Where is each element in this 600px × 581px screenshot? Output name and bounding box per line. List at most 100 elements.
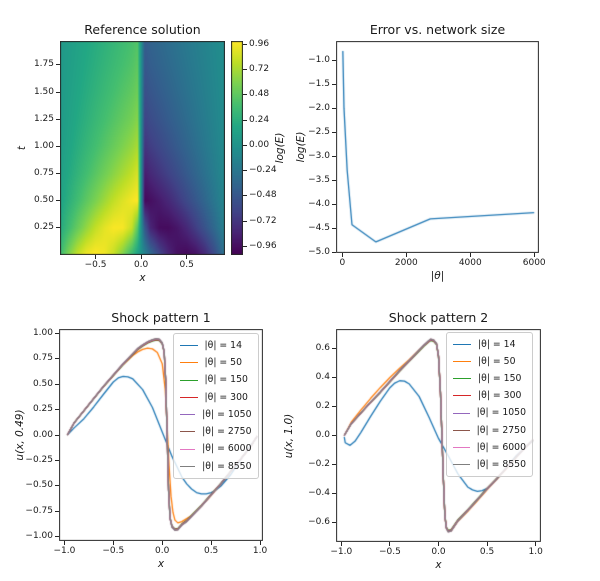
legend-label: |θ| = 14 — [478, 338, 516, 350]
x-tick-label: −1.0 — [53, 546, 76, 556]
x-tick-label: 0.0 — [155, 546, 170, 556]
x-tick-label: 0.5 — [203, 546, 219, 556]
legend-line-swatch — [179, 362, 198, 364]
y-tick-label: −3.5 — [308, 174, 330, 185]
y-tick-mark — [55, 409, 59, 411]
y-tick-mark — [332, 492, 336, 494]
colorbar-tick-mark — [243, 246, 247, 248]
y-tick-label: −0.6 — [308, 516, 330, 527]
x-tick-mark — [341, 253, 343, 257]
legend-label: |θ| = 6000 — [476, 441, 526, 453]
y-tick-mark — [55, 485, 59, 487]
legend-item: |θ| = 6000 — [179, 443, 252, 455]
reference-heatmap — [60, 41, 225, 255]
y-tick-mark — [55, 536, 59, 538]
colorbar-tick-mark — [243, 119, 247, 121]
legend-label: |θ| = 300 — [478, 390, 522, 402]
y-tick-mark — [56, 145, 60, 147]
colorbar-tick-mark — [243, 68, 247, 70]
colorbar-tick-mark — [243, 94, 247, 96]
y-tick-mark — [332, 377, 336, 379]
y-tick-label: 0.75 — [32, 353, 53, 364]
y-tick-label: −0.25 — [25, 454, 53, 465]
y-tick-label: 1.75 — [33, 59, 54, 70]
x-tick-mark — [259, 541, 261, 545]
shock1-xlabel: x — [157, 558, 165, 570]
colorbar-tick-mark — [243, 144, 247, 146]
y-tick-mark — [56, 173, 60, 175]
legend-line-swatch — [453, 344, 471, 346]
legend-label: |θ| = 300 — [204, 391, 248, 403]
y-tick-label: 0.25 — [33, 222, 54, 233]
y-tick-label: 0.25 — [32, 404, 53, 415]
x-tick-mark — [438, 542, 439, 546]
legend-label: |θ| = 2750 — [202, 426, 252, 438]
x-tick-mark — [469, 253, 471, 257]
x-tick-mark — [95, 255, 97, 259]
y-tick-label: 1.00 — [33, 140, 54, 151]
y-tick-mark — [332, 203, 336, 205]
y-tick-label: −0.2 — [308, 458, 330, 469]
x-tick-label: −0.5 — [84, 260, 107, 270]
x-tick-mark — [140, 255, 142, 259]
x-tick-mark — [112, 541, 114, 545]
y-tick-label: 1.00 — [32, 327, 53, 338]
reference-xlabel: x — [139, 272, 146, 284]
x-tick-mark — [340, 542, 342, 546]
y-tick-label: 1.50 — [33, 86, 54, 97]
legend-label: |θ| = 2750 — [476, 424, 526, 436]
x-tick-label: 0.5 — [479, 547, 495, 557]
y-tick-mark — [55, 459, 59, 461]
x-tick-label: 4000 — [458, 258, 482, 268]
x-tick-mark — [210, 541, 212, 545]
y-tick-label: −1.5 — [308, 78, 330, 89]
y-tick-label: 0.4 — [315, 372, 330, 383]
colorbar-tick-label: 0.96 — [249, 38, 270, 49]
x-tick-label: 0.0 — [133, 260, 149, 270]
y-tick-label: −3.0 — [308, 150, 330, 161]
colorbar-tick-label: −0.72 — [249, 215, 277, 226]
legend-label: |θ| = 50 — [478, 356, 516, 368]
y-tick-mark — [332, 83, 336, 85]
legend-line-swatch — [453, 446, 470, 448]
legend-item: |θ| = 300 — [179, 391, 252, 403]
legend-label: |θ| = 6000 — [202, 443, 252, 455]
x-tick-label: 2000 — [394, 258, 418, 268]
legend-line-swatch — [453, 429, 470, 431]
y-tick-mark — [56, 200, 60, 202]
y-tick-label: −2.0 — [308, 102, 330, 113]
y-tick-mark — [332, 251, 336, 253]
x-tick-label: −0.5 — [378, 547, 401, 557]
y-tick-mark — [332, 107, 336, 109]
legend-item: |θ| = 8550 — [179, 461, 252, 471]
legend-item: |θ| = 50 — [453, 357, 526, 366]
y-tick-mark — [56, 91, 60, 93]
legend-line-swatch — [453, 463, 470, 465]
y-tick-mark — [332, 406, 336, 408]
x-tick-label: 1.0 — [252, 546, 268, 556]
colorbar-tick-label: 0.48 — [249, 89, 270, 100]
legend-item: |θ| = 150 — [179, 375, 252, 385]
y-tick-label: −0.4 — [308, 487, 330, 498]
x-tick-label: −1.0 — [330, 547, 353, 557]
y-tick-mark — [332, 179, 336, 181]
x-tick-mark — [63, 541, 65, 545]
legend-item: |θ| = 300 — [453, 390, 526, 402]
legend-label: |θ| = 8550 — [476, 458, 526, 470]
x-tick-mark — [533, 253, 535, 257]
shock1-title: Shock pattern 1 — [111, 310, 211, 325]
x-tick-mark — [186, 255, 188, 259]
legend-line-swatch — [179, 414, 196, 416]
legend-line-swatch — [453, 361, 471, 363]
shock2-xlabel: x — [435, 559, 442, 571]
y-tick-label: 0.50 — [32, 378, 53, 389]
colorbar-tick-label: −0.48 — [249, 190, 277, 201]
y-tick-mark — [56, 227, 60, 229]
x-tick-label: 0 — [339, 258, 346, 268]
colorbar-tick-mark — [243, 170, 247, 172]
error-line-canvas — [336, 41, 539, 253]
y-tick-mark — [332, 348, 336, 350]
legend-line-swatch — [453, 395, 471, 397]
x-tick-mark — [389, 542, 391, 546]
colorbar-tick-mark — [243, 43, 247, 45]
